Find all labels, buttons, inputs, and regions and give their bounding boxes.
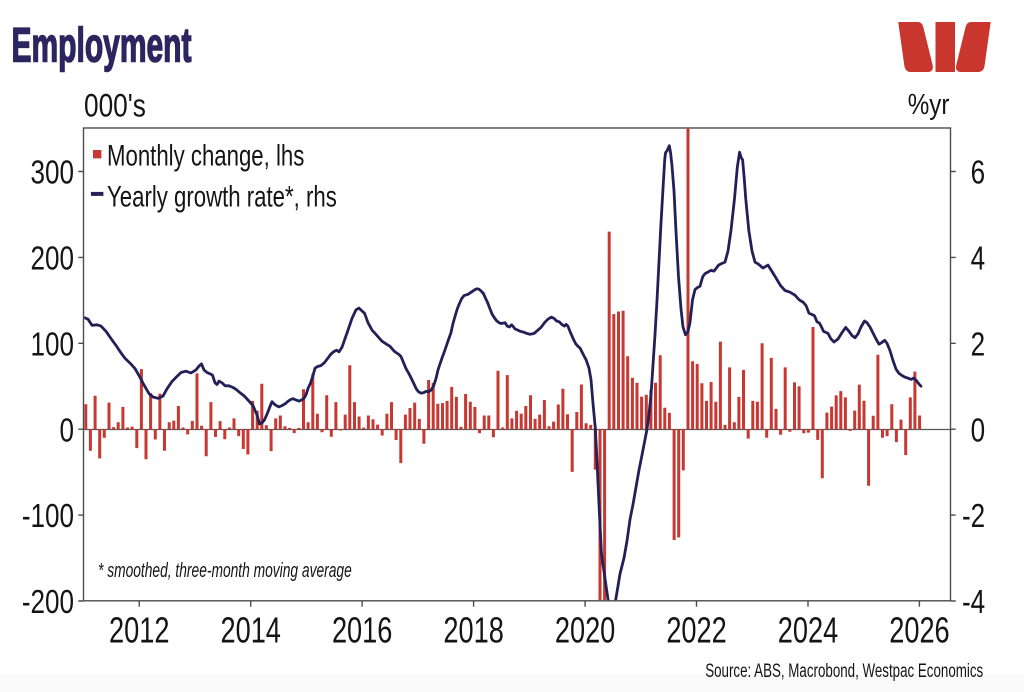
svg-text:2024: 2024 (778, 610, 838, 651)
svg-text:0: 0 (60, 412, 74, 449)
svg-text:000's: 000's (84, 89, 146, 124)
svg-text:Monthly change, lhs: Monthly change, lhs (107, 138, 304, 172)
svg-text:Source: ABS, Macrobond, Westpa: Source: ABS, Macrobond, Westpac Economic… (705, 659, 983, 681)
svg-text:200: 200 (31, 241, 74, 278)
svg-text:0: 0 (971, 412, 985, 449)
svg-text:* smoothed, three-month moving: * smoothed, three-month moving average (98, 558, 352, 581)
svg-text:2014: 2014 (220, 610, 280, 651)
svg-text:2016: 2016 (332, 610, 392, 651)
svg-text:4: 4 (971, 241, 985, 278)
svg-text:Employment: Employment (12, 20, 192, 73)
svg-text:2022: 2022 (666, 610, 726, 651)
svg-text:2018: 2018 (443, 610, 503, 651)
svg-text:6: 6 (971, 155, 985, 192)
svg-text:Yearly growth rate*, rhs: Yearly growth rate*, rhs (107, 179, 337, 213)
svg-text:-200: -200 (22, 584, 74, 621)
svg-text:2020: 2020 (555, 610, 615, 651)
svg-text:-2: -2 (962, 498, 985, 535)
svg-text:100: 100 (31, 327, 74, 364)
svg-text:300: 300 (31, 155, 74, 192)
svg-text:2012: 2012 (109, 610, 169, 651)
svg-text:%yr: %yr (908, 88, 950, 120)
svg-text:-100: -100 (22, 498, 74, 535)
svg-text:-4: -4 (962, 584, 985, 621)
svg-text:2026: 2026 (889, 610, 949, 651)
svg-text:2: 2 (971, 327, 985, 364)
